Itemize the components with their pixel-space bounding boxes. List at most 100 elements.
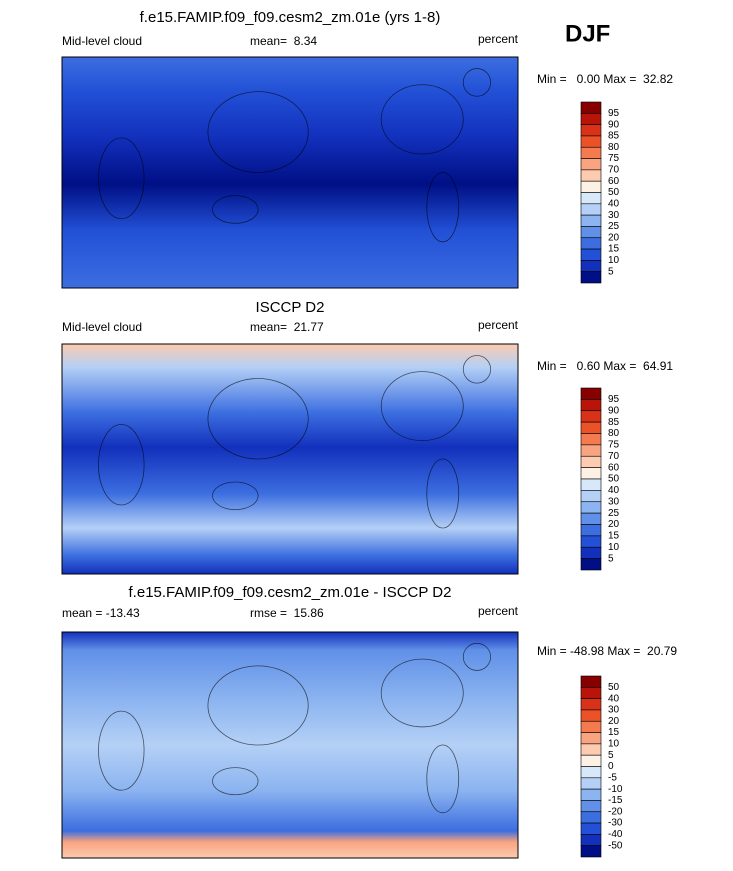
colorbar-box	[580, 101, 602, 114]
colorbar-box	[580, 478, 602, 491]
colorbar-box	[580, 433, 602, 446]
land-outline	[212, 195, 259, 224]
colorbar-label: 20	[608, 716, 620, 727]
colorbar-label: -5	[608, 772, 617, 783]
colorbar-box	[580, 421, 602, 434]
colorbar-box	[580, 410, 602, 423]
map-field	[61, 631, 519, 859]
colorbar-label: 75	[608, 440, 620, 451]
colorbar-box	[580, 811, 602, 824]
colorbar-label: -10	[608, 784, 623, 795]
units-label: percent	[478, 604, 519, 618]
colorbar-label: 75	[608, 153, 620, 164]
colorbar-box	[580, 754, 602, 767]
land-outline	[212, 767, 259, 796]
land-outline	[462, 355, 492, 384]
map-field	[61, 343, 519, 575]
colorbar-label: 85	[608, 417, 620, 428]
colorbar-label: 5	[608, 750, 614, 761]
colorbar-box	[580, 822, 602, 835]
land-outline	[98, 424, 145, 506]
colorbar-label: 70	[608, 451, 620, 462]
colorbar-label: -15	[608, 795, 623, 806]
land-outline	[462, 642, 492, 671]
colorbar-box	[580, 720, 602, 733]
colorbar-label: 5	[608, 553, 614, 564]
colorbar-box	[580, 687, 602, 699]
colorbar-box	[580, 490, 602, 503]
land-outline	[380, 658, 464, 728]
colorbar-box	[580, 743, 602, 756]
colorbar-label: -30	[608, 818, 623, 829]
colorbar-label: 30	[608, 496, 620, 507]
colorbar-box	[580, 455, 602, 468]
colorbar-label: 80	[608, 142, 620, 153]
colorbar-box	[580, 192, 602, 205]
colorbar-label: 30	[608, 705, 620, 716]
colorbar-box	[580, 845, 602, 858]
colorbar-label: 50	[608, 682, 620, 693]
colorbar-box	[580, 834, 602, 846]
colorbar-label: 90	[608, 405, 620, 416]
colorbar-box	[580, 501, 602, 514]
colorbar-box	[580, 169, 602, 182]
colorbar-box	[580, 124, 602, 137]
colorbar-box	[580, 113, 602, 125]
land-outline	[207, 91, 309, 173]
colorbar-box	[580, 444, 602, 457]
colorbar-label: 25	[608, 508, 620, 519]
season-label: DJF	[565, 20, 610, 47]
colorbar-box	[580, 135, 602, 148]
colorbar-label: -50	[608, 840, 623, 851]
colorbar-label: 30	[608, 210, 620, 221]
colorbar-box	[580, 800, 602, 813]
panel-center-label: mean= 8.34	[250, 34, 317, 48]
colorbar-label: 40	[608, 198, 620, 209]
colorbar-label: 10	[608, 542, 620, 553]
colorbar-label: 10	[608, 739, 620, 750]
colorbar-label: 80	[608, 428, 620, 439]
colorbar-box	[580, 467, 602, 480]
min-max-label: Min = 0.60 Max = 64.91	[537, 359, 673, 373]
colorbar-box	[580, 158, 602, 171]
land-outline	[207, 378, 309, 460]
colorbar-label: 85	[608, 131, 620, 142]
colorbar-box	[580, 777, 602, 790]
land-outline	[462, 68, 492, 97]
colorbar-label: 40	[608, 693, 620, 704]
panel-center-label: rmse = 15.86	[250, 606, 324, 620]
colorbar-label: 95	[608, 394, 620, 405]
min-max-label: Min = 0.00 Max = 32.82	[537, 72, 673, 86]
land-outline	[426, 744, 460, 814]
colorbar-box	[580, 709, 602, 722]
units-label: percent	[478, 318, 519, 332]
land-outline	[98, 710, 145, 791]
colorbar-label: 10	[608, 255, 620, 266]
colorbar-label: 50	[608, 187, 620, 198]
colorbar-box	[580, 788, 602, 801]
colorbar-box	[580, 524, 602, 537]
units-label: percent	[478, 32, 519, 46]
panel-left-label: mean = -13.43	[62, 606, 140, 620]
colorbar-label: -20	[608, 806, 623, 817]
colorbar-box	[580, 558, 602, 571]
land-outline	[380, 84, 464, 155]
colorbar-label: 60	[608, 176, 620, 187]
land-outline	[380, 371, 464, 442]
colorbar-label: 60	[608, 462, 620, 473]
land-outline	[426, 172, 460, 243]
colorbar-label: 15	[608, 727, 620, 738]
colorbar-box	[580, 766, 602, 779]
colorbar-label: 95	[608, 108, 620, 119]
colorbar-box	[580, 226, 602, 239]
colorbar-box	[580, 203, 602, 216]
colorbar-label: 40	[608, 485, 620, 496]
land-outline	[98, 137, 145, 220]
colorbar-label: 20	[608, 519, 620, 530]
colorbar-label: 20	[608, 232, 620, 243]
panel-title: f.e15.FAMIP.f09_f09.cesm2_zm.01e (yrs 1-…	[140, 9, 441, 26]
colorbar-box	[580, 546, 602, 559]
colorbar-label: 15	[608, 244, 620, 255]
colorbar-label: 50	[608, 474, 620, 485]
